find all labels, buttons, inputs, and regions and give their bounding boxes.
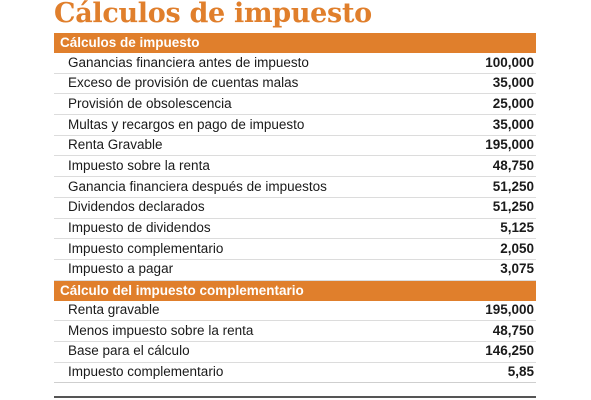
- table-row: Renta gravable 195,000: [54, 301, 536, 322]
- table-row: Impuesto complementario 5,85: [54, 363, 536, 384]
- row-label: Renta gravable: [68, 302, 160, 318]
- row-value: 100,000: [485, 54, 534, 70]
- row-value: 35,000: [492, 116, 534, 132]
- row-label: Renta Gravable: [68, 137, 163, 153]
- row-label: Impuesto complementario: [68, 364, 224, 380]
- row-value: 2,050: [500, 240, 534, 256]
- row-label: Provisión de obsolescencia: [68, 95, 232, 111]
- row-value: 195,000: [485, 137, 534, 153]
- table-row: Impuesto a pagar 3,075: [54, 260, 536, 281]
- row-label: Menos impuesto sobre la renta: [68, 322, 254, 338]
- table-row: Renta Gravable 195,000: [54, 136, 536, 157]
- row-label: Impuesto de dividendos: [68, 220, 211, 235]
- tax-table: Cálculos de impuesto Ganancias financier…: [54, 33, 536, 384]
- row-label: Multas y recargos en pago de impuesto: [68, 116, 305, 132]
- row-value: 5,85: [507, 364, 534, 380]
- row-label: Dividendos declarados: [68, 199, 205, 215]
- row-value: 48,750: [492, 322, 534, 338]
- row-value: 48,750: [492, 157, 534, 173]
- row-label: Ganancia financiera después de impuestos: [68, 178, 327, 194]
- table-row: Dividendos declarados 51,250: [54, 198, 536, 219]
- page-title: Cálculos de impuesto: [54, 0, 372, 29]
- section-tax-calculations: Cálculos de impuesto Ganancias financier…: [54, 33, 536, 281]
- row-value: 195,000: [485, 302, 534, 318]
- row-value: 146,250: [485, 343, 534, 359]
- row-label: Base para el cálculo: [68, 343, 190, 359]
- row-label: Exceso de provisión de cuentas malas: [68, 75, 299, 91]
- table-row: Impuesto complementario 2,050: [54, 239, 536, 260]
- section-header: Cálculos de impuesto: [54, 33, 536, 53]
- table-row: Impuesto sobre la renta 48,750: [54, 156, 536, 178]
- table-row: Base para el cálculo 146,250: [54, 342, 536, 363]
- table-row: Multas y recargos en pago de impuesto 35…: [54, 115, 536, 136]
- section-complementary-tax: Cálculo del impuesto complementario Rent…: [54, 280, 536, 384]
- row-value: 25,000: [492, 95, 534, 111]
- row-label: Ganancias financiera antes de impuesto: [68, 54, 309, 70]
- row-value: 51,250: [492, 178, 534, 194]
- table-row: Menos impuesto sobre la renta 48,750: [54, 321, 536, 342]
- table-row: Ganancia financiera después de impuestos…: [54, 177, 536, 198]
- table-row: Ganancias financiera antes de impuesto 1…: [54, 53, 536, 74]
- table-row: Exceso de provisión de cuentas malas 35,…: [54, 74, 536, 95]
- row-label: Impuesto complementario: [68, 240, 224, 256]
- row-label: Impuesto a pagar: [68, 261, 174, 277]
- row-value: 51,250: [492, 199, 534, 215]
- table-row: Impuesto de dividendos 5,125: [54, 219, 536, 240]
- row-label: Impuesto sobre la renta: [68, 157, 210, 173]
- row-value: 35,000: [492, 75, 534, 91]
- table-row: Provisión de obsolescencia 25,000: [54, 94, 536, 116]
- section-header: Cálculo del impuesto complementario: [54, 280, 536, 301]
- bottom-rule: [54, 396, 536, 398]
- row-value: 3,075: [500, 261, 534, 277]
- row-value: 5,125: [500, 220, 534, 235]
